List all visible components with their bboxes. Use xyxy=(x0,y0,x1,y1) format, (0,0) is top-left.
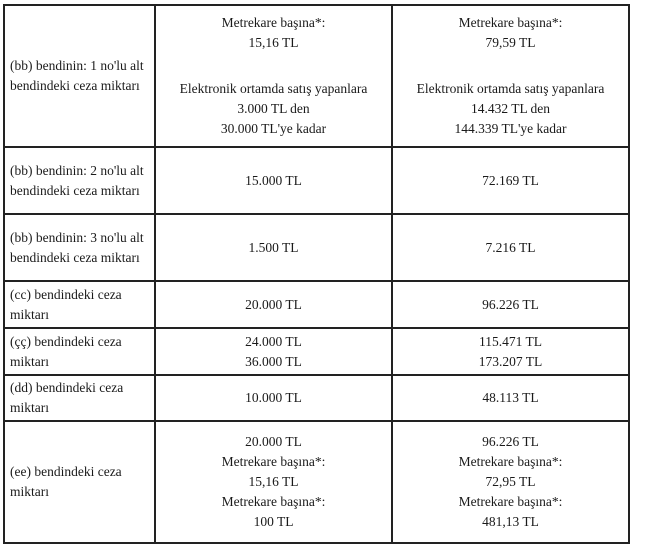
old-value: 24.000 TL xyxy=(245,333,302,349)
row-label: (ee) bendindeki ceza miktarı xyxy=(3,420,156,544)
old-value: 15.000 TL xyxy=(154,146,393,215)
new-value: 72,95 TL xyxy=(485,474,536,489)
row-label: (bb) bendinin: 3 no'lu alt bendindeki ce… xyxy=(3,213,156,282)
old-value: 20.000 TL xyxy=(245,434,302,449)
new-value: 144.339 TL'ye kadar xyxy=(454,121,567,136)
table-row: (bb) bendinin: 3 no'lu alt bendindeki ce… xyxy=(3,213,630,282)
row-label: (dd) bendindeki ceza miktarı xyxy=(3,374,156,422)
new-value: Elektronik ortamda satış yapanlara xyxy=(416,81,605,96)
row-label: (bb) bendinin: 1 no'lu alt bendindeki ce… xyxy=(3,4,156,148)
new-value: 115.471 TL xyxy=(479,333,542,349)
new-value: 14.432 TL den xyxy=(470,101,551,116)
new-value: 173.207 TL xyxy=(478,353,543,369)
old-value: Metrekare başına*: xyxy=(221,494,326,509)
new-amount-cell: 115.471 TL 173.207 TL xyxy=(391,327,630,376)
old-value: 15,16 TL xyxy=(248,474,299,489)
new-value: 481,13 TL xyxy=(482,514,539,529)
old-value: Metrekare başına*: xyxy=(221,15,326,30)
row-label: (cc) bendindeki ceza miktarı xyxy=(3,280,156,329)
new-value: 79,59 TL xyxy=(485,35,536,50)
old-value: 30.000 TL'ye kadar xyxy=(220,121,327,136)
new-amount-cell: 96.226 TL Metrekare başına*: 72,95 TL Me… xyxy=(391,420,630,544)
old-value: 36.000 TL xyxy=(245,353,302,369)
row-label: (bb) bendinin: 2 no'lu alt bendindeki ce… xyxy=(3,146,156,215)
new-amount-cell: Metrekare başına*: 79,59 TL Elektronik o… xyxy=(391,4,630,148)
table-row: (dd) bendindeki ceza miktarı 10.000 TL 4… xyxy=(3,374,630,422)
table-row: (cc) bendindeki ceza miktarı 20.000 TL 9… xyxy=(3,280,630,329)
penalty-table: (bb) bendinin: 1 no'lu alt bendindeki ce… xyxy=(3,4,630,544)
old-value: 20.000 TL xyxy=(154,280,393,329)
new-value: 72.169 TL xyxy=(391,146,630,215)
old-value: 100 TL xyxy=(253,514,294,529)
new-value: Metrekare başına*: xyxy=(458,15,563,30)
old-amount-cell: 20.000 TL Metrekare başına*: 15,16 TL Me… xyxy=(154,420,393,544)
old-value: 10.000 TL xyxy=(154,374,393,422)
new-value: 96.226 TL xyxy=(482,434,539,449)
table-row: (çç) bendindeki ceza miktarı 24.000 TL 3… xyxy=(3,327,630,376)
table-row: (ee) bendindeki ceza miktarı 20.000 TL M… xyxy=(3,420,630,544)
label-text: (bb) bendinin: 1 no'lu alt bendindeki ce… xyxy=(10,58,144,93)
new-value: Metrekare başına*: xyxy=(458,494,563,509)
old-value: 1.500 TL xyxy=(154,213,393,282)
old-value: 15,16 TL xyxy=(248,35,299,50)
new-value: 48.113 TL xyxy=(391,374,630,422)
row-label: (çç) bendindeki ceza miktarı xyxy=(3,327,156,376)
table-row: (bb) bendinin: 1 no'lu alt bendindeki ce… xyxy=(3,4,630,148)
new-value: 96.226 TL xyxy=(391,280,630,329)
old-value: Elektronik ortamda satış yapanlara xyxy=(179,81,368,96)
new-value: 7.216 TL xyxy=(391,213,630,282)
old-amount-cell: 24.000 TL 36.000 TL xyxy=(154,327,393,376)
new-value: Metrekare başına*: xyxy=(458,454,563,469)
table-row: (bb) bendinin: 2 no'lu alt bendindeki ce… xyxy=(3,146,630,215)
old-amount-cell: Metrekare başına*: 15,16 TL Elektronik o… xyxy=(154,4,393,148)
old-value: 3.000 TL den xyxy=(237,101,310,116)
old-value: Metrekare başına*: xyxy=(221,454,326,469)
